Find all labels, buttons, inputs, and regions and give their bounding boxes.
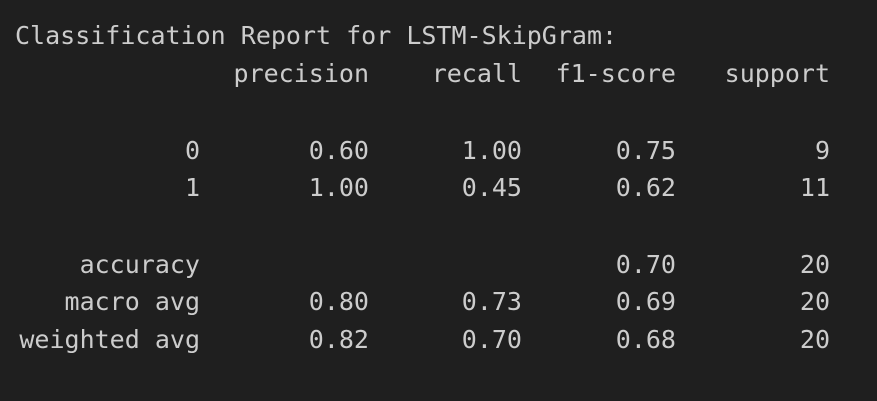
header-precision: precision <box>233 59 369 88</box>
macro-avg-f1-score: 0.69 <box>615 287 676 316</box>
weighted-avg-recall: 0.70 <box>461 325 522 354</box>
weighted-avg-f1-score: 0.68 <box>615 325 676 354</box>
macro-avg-precision: 0.80 <box>308 287 369 316</box>
row-1-recall: 0.45 <box>461 173 522 202</box>
row-1-label: 1 <box>184 173 200 202</box>
accuracy-label: accuracy <box>79 250 200 279</box>
accuracy-f1-score: 0.70 <box>615 250 676 279</box>
row-1-support: 11 <box>799 173 830 202</box>
row-0-label: 0 <box>184 136 200 165</box>
row-1-f1-score: 0.62 <box>615 173 676 202</box>
weighted-avg-support: 20 <box>799 325 830 354</box>
report-title: Classification Report for LSTM-SkipGram: <box>15 21 618 50</box>
row-0-f1-score: 0.75 <box>615 136 676 165</box>
row-0-recall: 1.00 <box>461 136 522 165</box>
row-0-support: 9 <box>814 136 830 165</box>
accuracy-support: 20 <box>799 250 830 279</box>
header-recall: recall <box>431 59 522 88</box>
header-support: support <box>724 59 830 88</box>
macro-avg-label: macro avg <box>64 287 200 316</box>
row-0-precision: 0.60 <box>308 136 369 165</box>
macro-avg-support: 20 <box>799 287 830 316</box>
weighted-avg-precision: 0.82 <box>308 325 369 354</box>
macro-avg-recall: 0.73 <box>461 287 522 316</box>
row-1-precision: 1.00 <box>308 173 369 202</box>
header-f1-score: f1-score <box>555 59 676 88</box>
weighted-avg-label: weighted avg <box>19 325 200 354</box>
